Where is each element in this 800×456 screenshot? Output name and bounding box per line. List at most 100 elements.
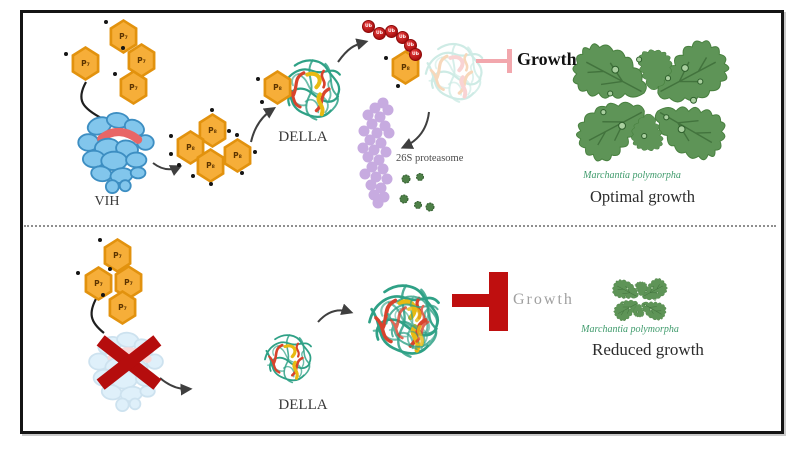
ub-label: Ub [412,52,419,57]
insp7-molecule: P₇ [101,290,138,325]
hexagon-fill [179,133,202,162]
phosphate-dot [260,100,264,104]
ubiquitin-sphere: Ub [362,20,375,33]
marchantia-plant-large [564,32,738,169]
connector-insp7-to-vih [80,81,104,120]
hexagon-fill [199,151,222,180]
insp7-label: P₇ [94,279,103,288]
insp7-label: P₇ [124,278,133,287]
phosphate-dot [177,163,181,167]
knockout-cross-icon [93,330,165,394]
inhibition-bar-top-line [476,59,509,63]
phosphate-dot [113,72,117,76]
hexagon-fill [122,73,145,102]
phosphate-dot [108,267,112,271]
insp8-label: P₈ [273,83,282,92]
insp7-label: P₇ [129,83,138,92]
insp8-label: P₈ [208,126,217,135]
arrow-insp8-to-della [250,107,277,143]
phosphate-dot [209,182,213,186]
ub-label: Ub [376,31,383,36]
outcome-label-bottom: Reduced growth [592,340,704,359]
insp7-molecule: P₇ [76,266,114,301]
phosphate-dot [384,56,388,60]
phosphate-dot [240,171,244,175]
hexagon-fill [266,73,289,102]
growth-label-top: Growth [517,49,577,69]
outcome-label-top: Optimal growth [590,187,695,206]
insp8-molecule: P₈ [169,130,206,167]
hexagon-fill [112,22,135,51]
phosphate-dot [227,129,231,133]
ubiquitin-sphere: Ub [385,25,398,38]
insp8-molecule-bound: P₈ [256,70,293,105]
vih-protein-structure [78,112,153,194]
hexagon-fill [130,46,153,75]
phosphate-dot [396,84,400,88]
della-small-structure [264,334,312,383]
panel-divider [24,225,776,227]
phosphate-dot [76,271,80,275]
phosphate-dot [256,77,260,81]
phosphate-dot [98,238,102,242]
insp7-label: P₇ [81,59,90,68]
insp7-label: P₇ [119,32,128,41]
arrow-to-proteasome [400,111,430,149]
phosphate-dot [235,133,239,137]
ub-label: Ub [407,43,414,48]
insp7-molecule: P₇ [108,265,144,300]
growth-label-bottom: Growth [513,291,574,308]
phosphate-dot [101,293,105,297]
phosphate-dot [253,150,257,154]
ubiquitinated-della-structure [425,43,483,102]
arrow-della-accumulation [317,303,354,323]
ub-label: Ub [365,24,372,29]
species-label-bottom: Marchantia polymorpha [581,324,679,335]
ub-label: Ub [388,29,395,34]
proteasome-structure [357,97,395,209]
insp8-molecule: P₈ [191,148,226,186]
insp7-molecule: P₇ [64,46,101,81]
degraded-fragments [399,173,435,212]
inhibition-bar-bottom-cap [489,272,508,331]
connector-insp7-to-vih-mutant [90,296,105,334]
della-label-top: DELLA [278,129,328,145]
insp8-label: P₈ [206,161,215,170]
hexagon-fill [201,116,224,145]
hexagon-fill [394,53,417,82]
hexagon-fill [74,49,97,78]
phosphate-dot [169,134,173,138]
ubiquitin-sphere: Ub [409,48,422,61]
della-label-bottom: DELLA [278,397,328,413]
arrow-mutant-to-insp7 [159,377,193,396]
arrow-della-to-ubiquitinated [337,38,369,63]
insp8-label: P₈ [233,151,242,160]
insp7-label: P₇ [137,56,146,65]
phosphate-dot [121,46,125,50]
phosphate-dot [169,152,173,156]
marchantia-plant-small [609,275,670,323]
hexagon-fill [106,241,129,270]
vih-label: VIH [94,194,120,209]
phosphate-dot [64,52,68,56]
hexagon-fill [111,293,134,322]
insp7-label: P₇ [118,303,127,312]
insp7-molecule: P₇ [113,70,149,105]
insp8-molecule: P₈ [222,133,257,175]
phosphate-dot [191,174,195,178]
arrow-vih-to-insp8 [152,162,183,176]
inhibition-bar-top-cap [507,49,512,73]
insp8-label: P₈ [186,143,195,152]
proteasome-label: 26S proteasome [396,153,464,164]
insp8-label: P₈ [401,63,410,72]
hexagon-fill [117,268,140,297]
phosphate-dot [210,108,214,112]
hexagon-fill [226,141,249,170]
ubiquitin-sphere: Ub [373,27,386,40]
hexagon-fill [87,269,110,298]
insp7-label: P₇ [113,251,122,260]
species-label-top: Marchantia polymorpha [583,170,681,181]
phosphate-dot [104,20,108,24]
